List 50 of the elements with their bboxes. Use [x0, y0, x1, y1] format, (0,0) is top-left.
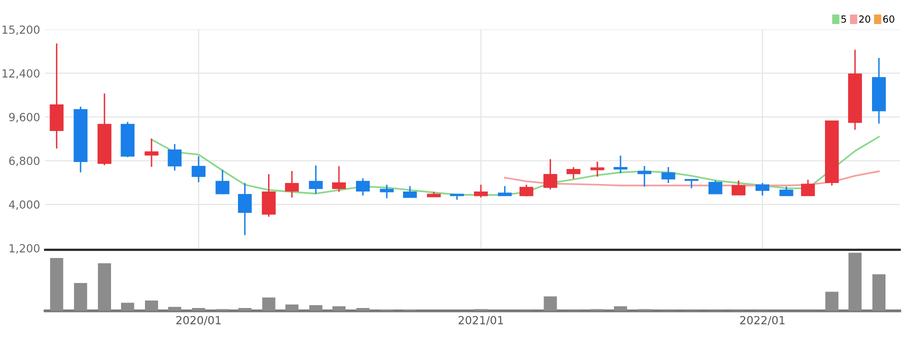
candlestick [498, 185, 512, 196]
bar [285, 304, 298, 311]
bar [50, 258, 64, 311]
x-tick-label: 2022/01 [740, 316, 785, 326]
candlestick [661, 166, 676, 184]
candlestick [168, 143, 182, 172]
y-tick-label: 12,400 [2, 69, 40, 79]
candlestick [192, 156, 206, 183]
bar [825, 292, 838, 311]
legend-label: 20 [859, 15, 870, 23]
y-tick-label: 15,200 [2, 25, 40, 36]
bar [74, 282, 88, 311]
candlestick [144, 138, 158, 168]
candlestick [779, 186, 794, 196]
candlestick [520, 184, 534, 198]
y-tick-label: 6,800 [9, 156, 40, 166]
y-tick-label: 4,000 [8, 200, 40, 210]
bar [544, 296, 557, 311]
candlestick [638, 165, 652, 188]
bar [309, 305, 322, 311]
candlestick [732, 180, 746, 196]
candlestick [403, 185, 417, 198]
candlestick [380, 184, 394, 199]
candlestick [708, 180, 722, 195]
candlestick [285, 170, 299, 198]
y-tick-label: 1,200 [10, 244, 40, 254]
x-tick-label: 2020/01 [176, 316, 221, 326]
candlestick [238, 182, 252, 236]
legend-label: 5 [841, 16, 846, 23]
line-series [150, 136, 880, 196]
candlestick [566, 166, 580, 180]
candlestick [474, 184, 488, 198]
bar [121, 302, 134, 311]
legend-label: 60 [883, 15, 894, 23]
bar [848, 252, 862, 311]
candlestick [308, 164, 323, 194]
candlestick [262, 173, 276, 218]
candlestick [756, 182, 770, 196]
candlestick [801, 179, 815, 196]
bar [262, 298, 276, 311]
bar [98, 263, 112, 311]
candlestick [216, 169, 230, 195]
x-tick-label: 2021/01 [458, 316, 503, 326]
candlestick [356, 178, 370, 196]
candlestick [614, 154, 628, 174]
bar [144, 300, 158, 311]
candlestick [332, 166, 346, 193]
y-tick-label: 9,600 [9, 112, 40, 122]
candlestick [543, 158, 558, 190]
bar [872, 274, 886, 311]
